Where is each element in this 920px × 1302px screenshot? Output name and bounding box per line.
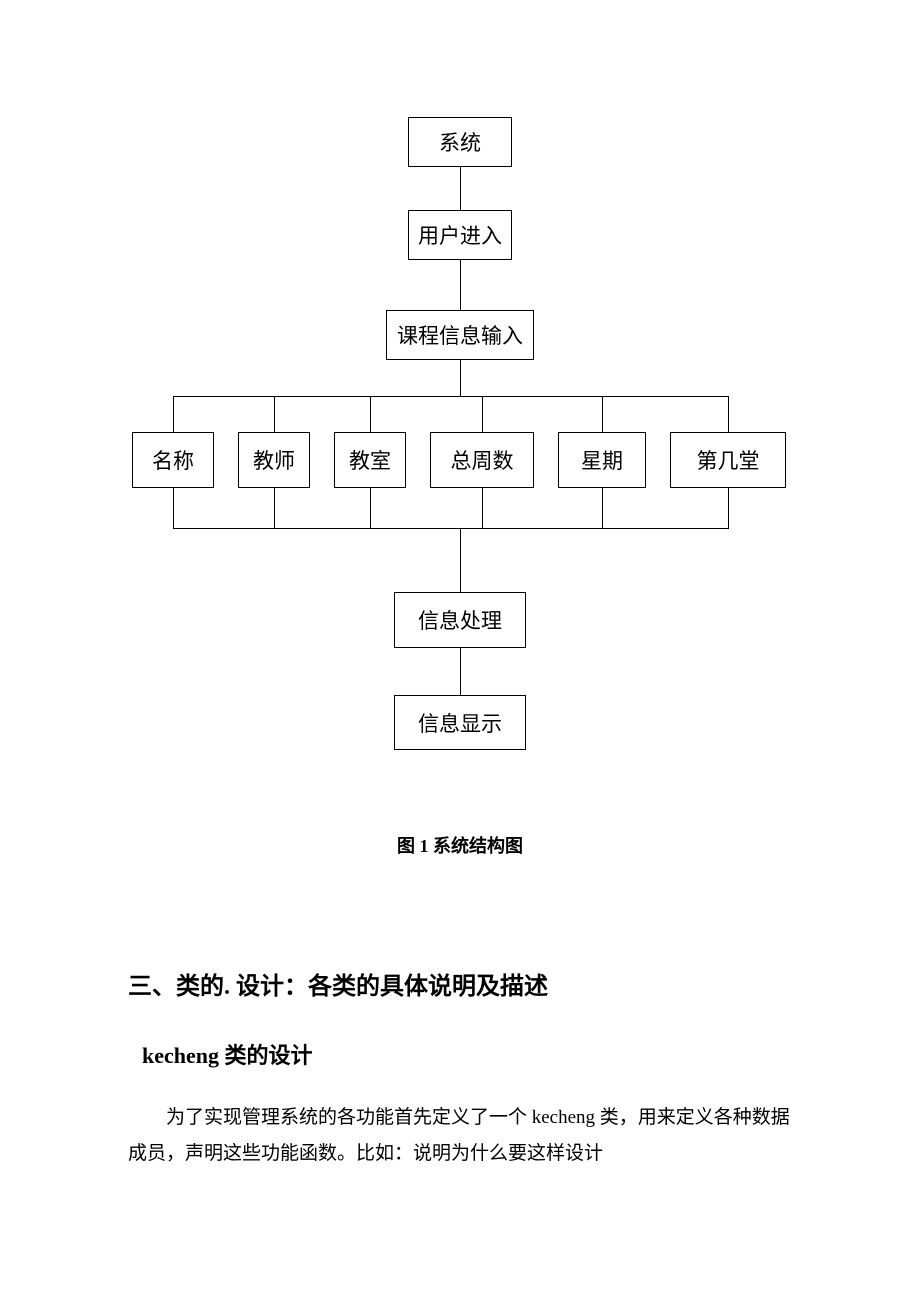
flowchart-node: 教室 xyxy=(334,432,406,488)
flowchart-edge xyxy=(728,488,729,528)
flowchart-node: 星期 xyxy=(558,432,646,488)
flowchart-node: 信息显示 xyxy=(394,695,526,750)
page: 系统用户进入课程信息输入名称教师教室总周数星期第几堂信息处理信息显示 图 1 系… xyxy=(0,0,920,1302)
figure-caption: 图 1 系统结构图 xyxy=(0,832,920,858)
flowchart-edge xyxy=(460,360,461,396)
flowchart-edge xyxy=(460,648,461,695)
flowchart-node: 系统 xyxy=(408,117,512,167)
flowchart-edge xyxy=(460,528,461,592)
flowchart-edge xyxy=(602,396,603,432)
flowchart-node: 课程信息输入 xyxy=(386,310,534,360)
flowchart-edge xyxy=(728,396,729,432)
body-line-1: 为了实现管理系统的各功能首先定义了一个 kecheng 类，用来定义各种数据 xyxy=(166,1107,790,1128)
flowchart-edge xyxy=(370,488,371,528)
sub-heading: kecheng 类的设计 xyxy=(142,1038,313,1070)
body-paragraph: 为了实现管理系统的各功能首先定义了一个 kecheng 类，用来定义各种数据 成… xyxy=(128,1100,792,1172)
flowchart-edge xyxy=(482,396,483,432)
flowchart-node: 用户进入 xyxy=(408,210,512,260)
flowchart-node: 教师 xyxy=(238,432,310,488)
body-line-2: 成员，声明这些功能函数。比如：说明为什么要这样设计 xyxy=(128,1143,603,1164)
flowchart-edge xyxy=(173,528,729,529)
flowchart-edge xyxy=(274,396,275,432)
flowchart-edge xyxy=(460,260,461,310)
section-heading: 三、类的. 设计：各类的具体说明及描述 xyxy=(128,966,548,1001)
flowchart-edge xyxy=(173,396,174,432)
flowchart-edge xyxy=(460,167,461,210)
flowchart-edge xyxy=(173,488,174,528)
flowchart-node: 信息处理 xyxy=(394,592,526,648)
flowchart-node: 总周数 xyxy=(430,432,534,488)
flowchart-edge xyxy=(370,396,371,432)
flowchart-edge xyxy=(602,488,603,528)
flowchart-edge xyxy=(173,396,729,397)
flowchart-edge xyxy=(274,488,275,528)
flowchart-edge xyxy=(482,488,483,528)
flowchart-node: 第几堂 xyxy=(670,432,786,488)
flowchart-node: 名称 xyxy=(132,432,214,488)
